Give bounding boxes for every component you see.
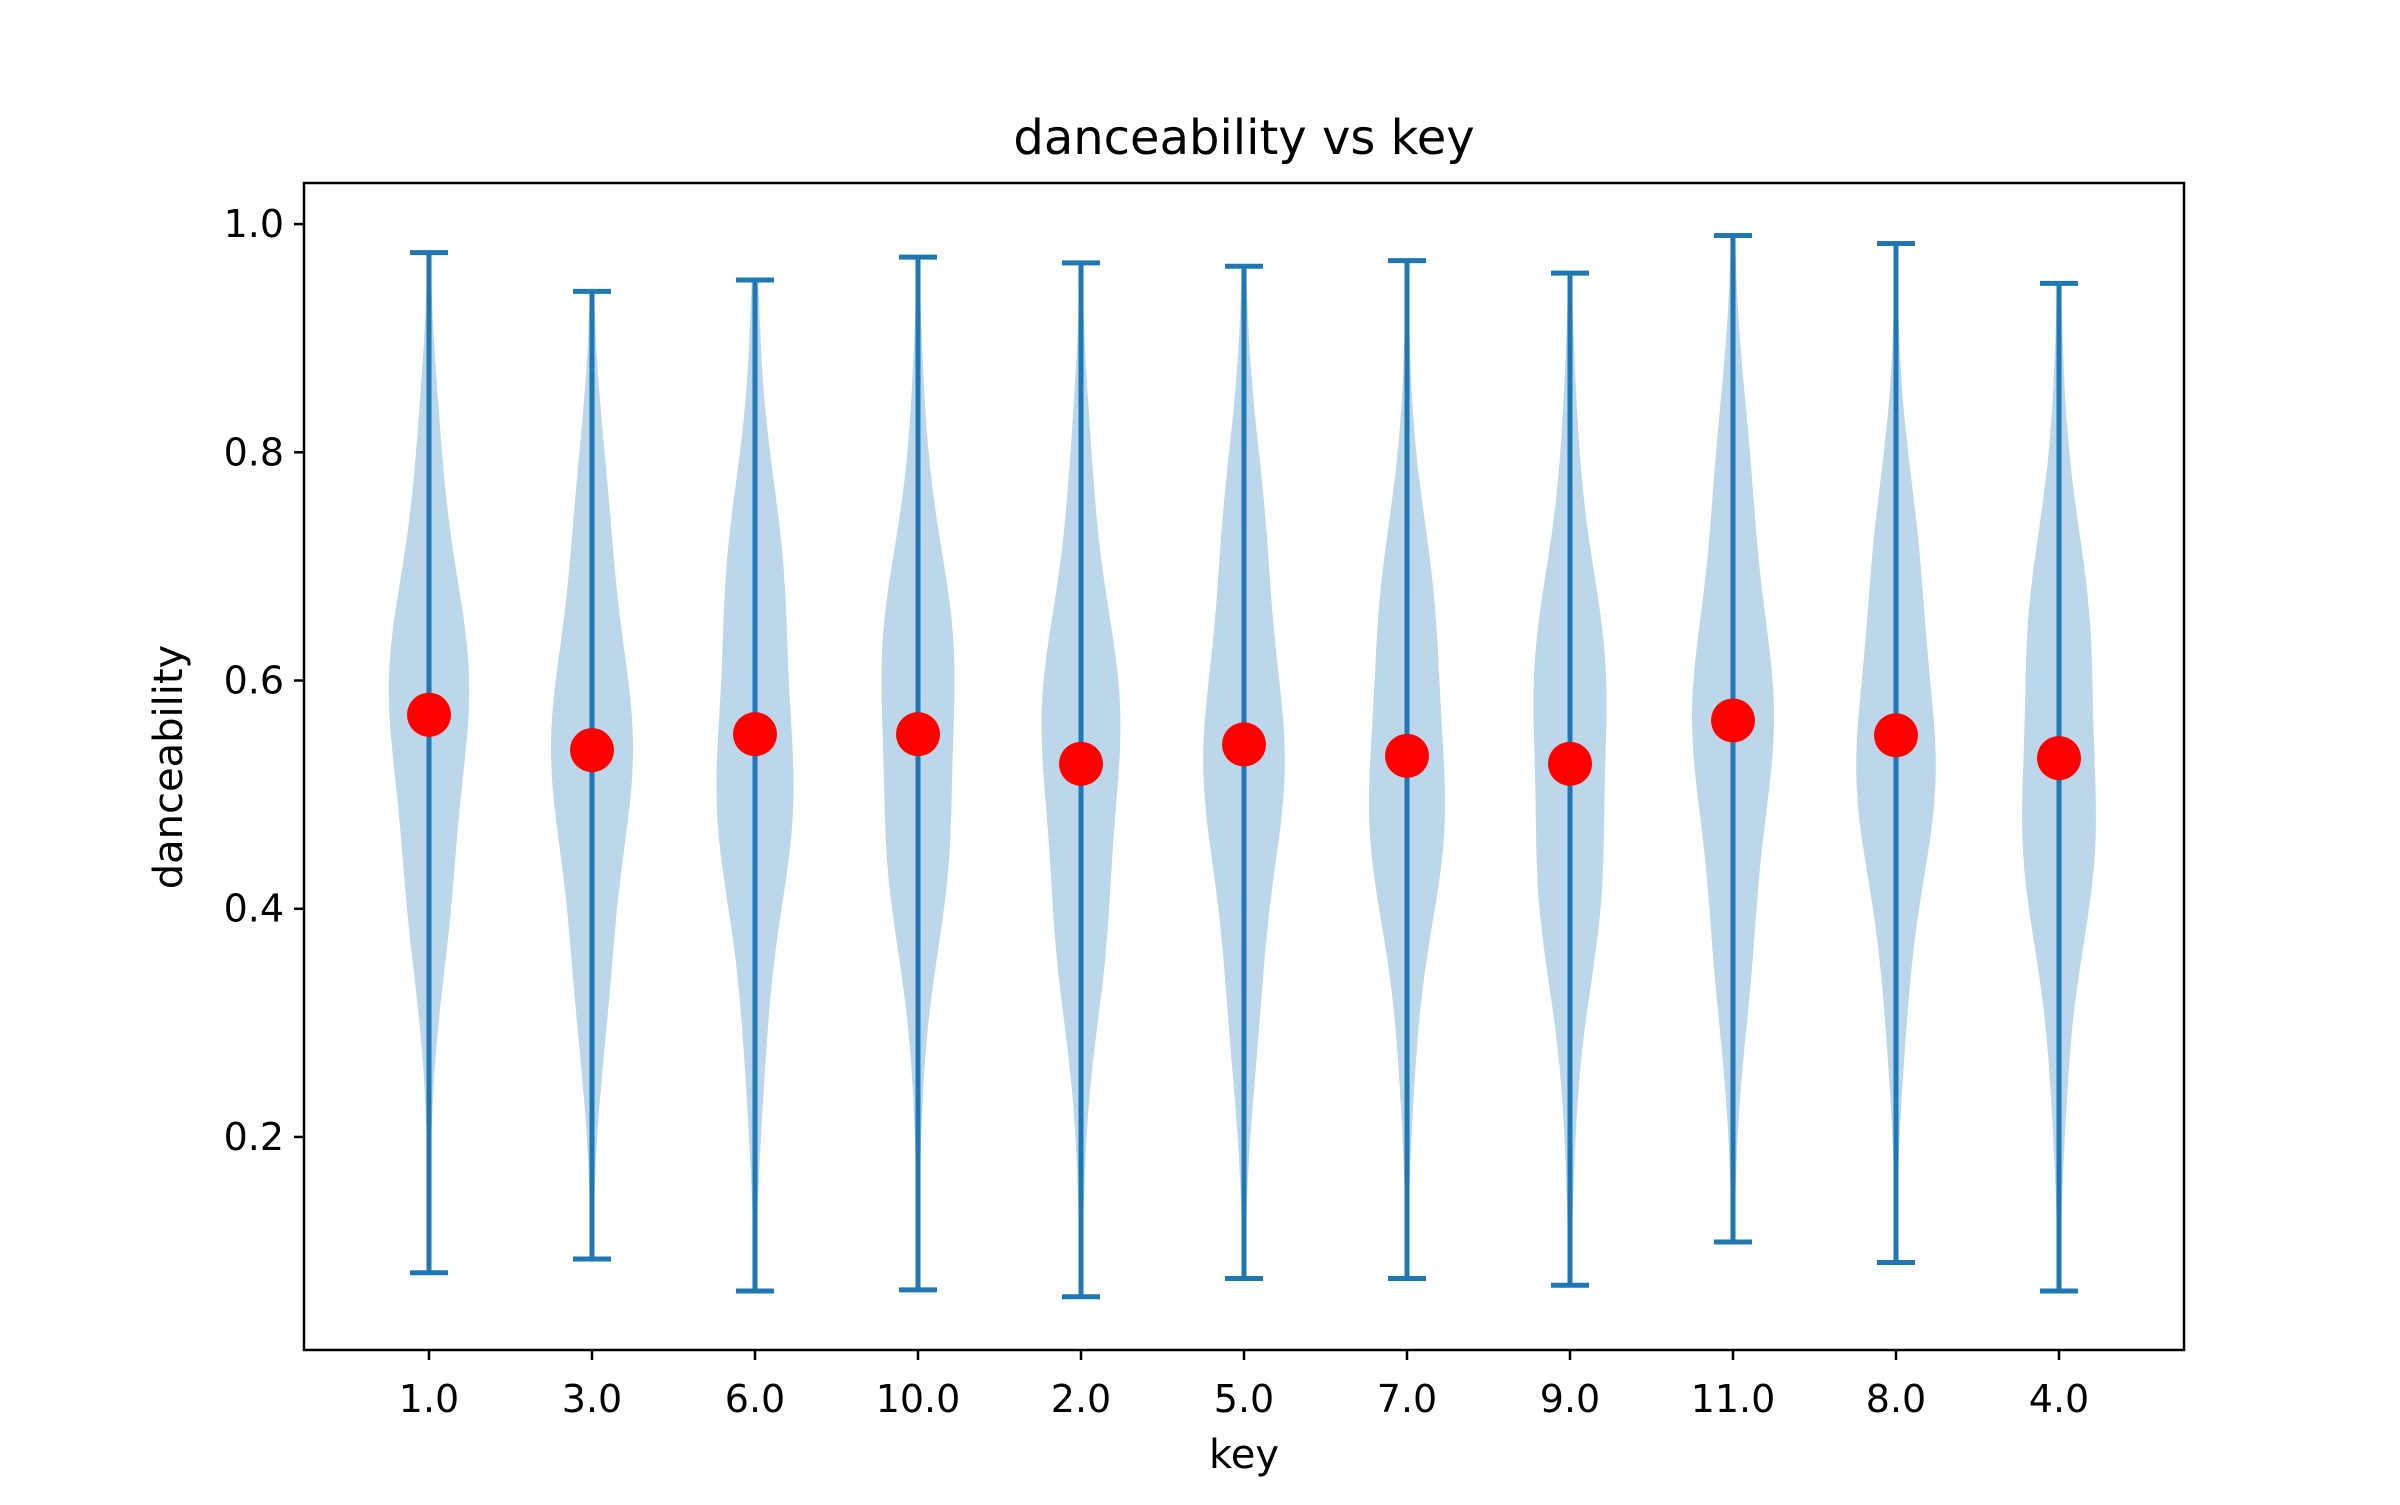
y-tick-label: 0.4	[224, 887, 284, 931]
x-tick-label: 8.0	[1866, 1377, 1926, 1421]
y-tick-label: 0.6	[224, 659, 284, 703]
means-group	[407, 692, 2081, 786]
x-tick-label: 6.0	[725, 1377, 785, 1421]
x-tick-label: 2.0	[1051, 1377, 1111, 1421]
y-tick-label: 0.8	[224, 430, 284, 474]
mean-marker	[1548, 741, 1592, 786]
mean-marker	[896, 712, 940, 757]
x-ticks-group: 1.0 3.0 6.0 10.0 2.0 5.0 7.0 9.0 11.0 8.0 4.0	[399, 1350, 2089, 1421]
x-tick-label: 10.0	[876, 1377, 961, 1421]
x-tick-label: 11.0	[1691, 1377, 1776, 1421]
mean-marker	[1874, 713, 1918, 758]
x-tick-label: 5.0	[1214, 1377, 1274, 1421]
y-ticks-group: 0.2 0.4 0.6 0.8 1.0	[224, 202, 304, 1159]
x-tick-label: 7.0	[1377, 1377, 1437, 1421]
mean-marker	[1385, 733, 1429, 778]
mean-marker	[1711, 698, 1755, 743]
x-tick-label: 9.0	[1540, 1377, 1600, 1421]
y-axis-label: danceability	[146, 645, 192, 889]
mean-marker	[407, 692, 451, 737]
chart-title: danceability vs key	[1013, 110, 1474, 166]
x-axis-label: key	[1209, 1432, 1279, 1478]
mean-marker	[1059, 741, 1103, 786]
mean-marker	[570, 728, 614, 773]
mean-marker	[2037, 736, 2081, 781]
x-tick-label: 3.0	[562, 1377, 622, 1421]
x-tick-label: 4.0	[2029, 1377, 2089, 1421]
mean-marker	[1222, 722, 1266, 767]
mean-marker	[733, 712, 777, 757]
y-tick-label: 1.0	[224, 202, 284, 246]
y-tick-label: 0.2	[224, 1115, 284, 1159]
x-tick-label: 1.0	[399, 1377, 459, 1421]
